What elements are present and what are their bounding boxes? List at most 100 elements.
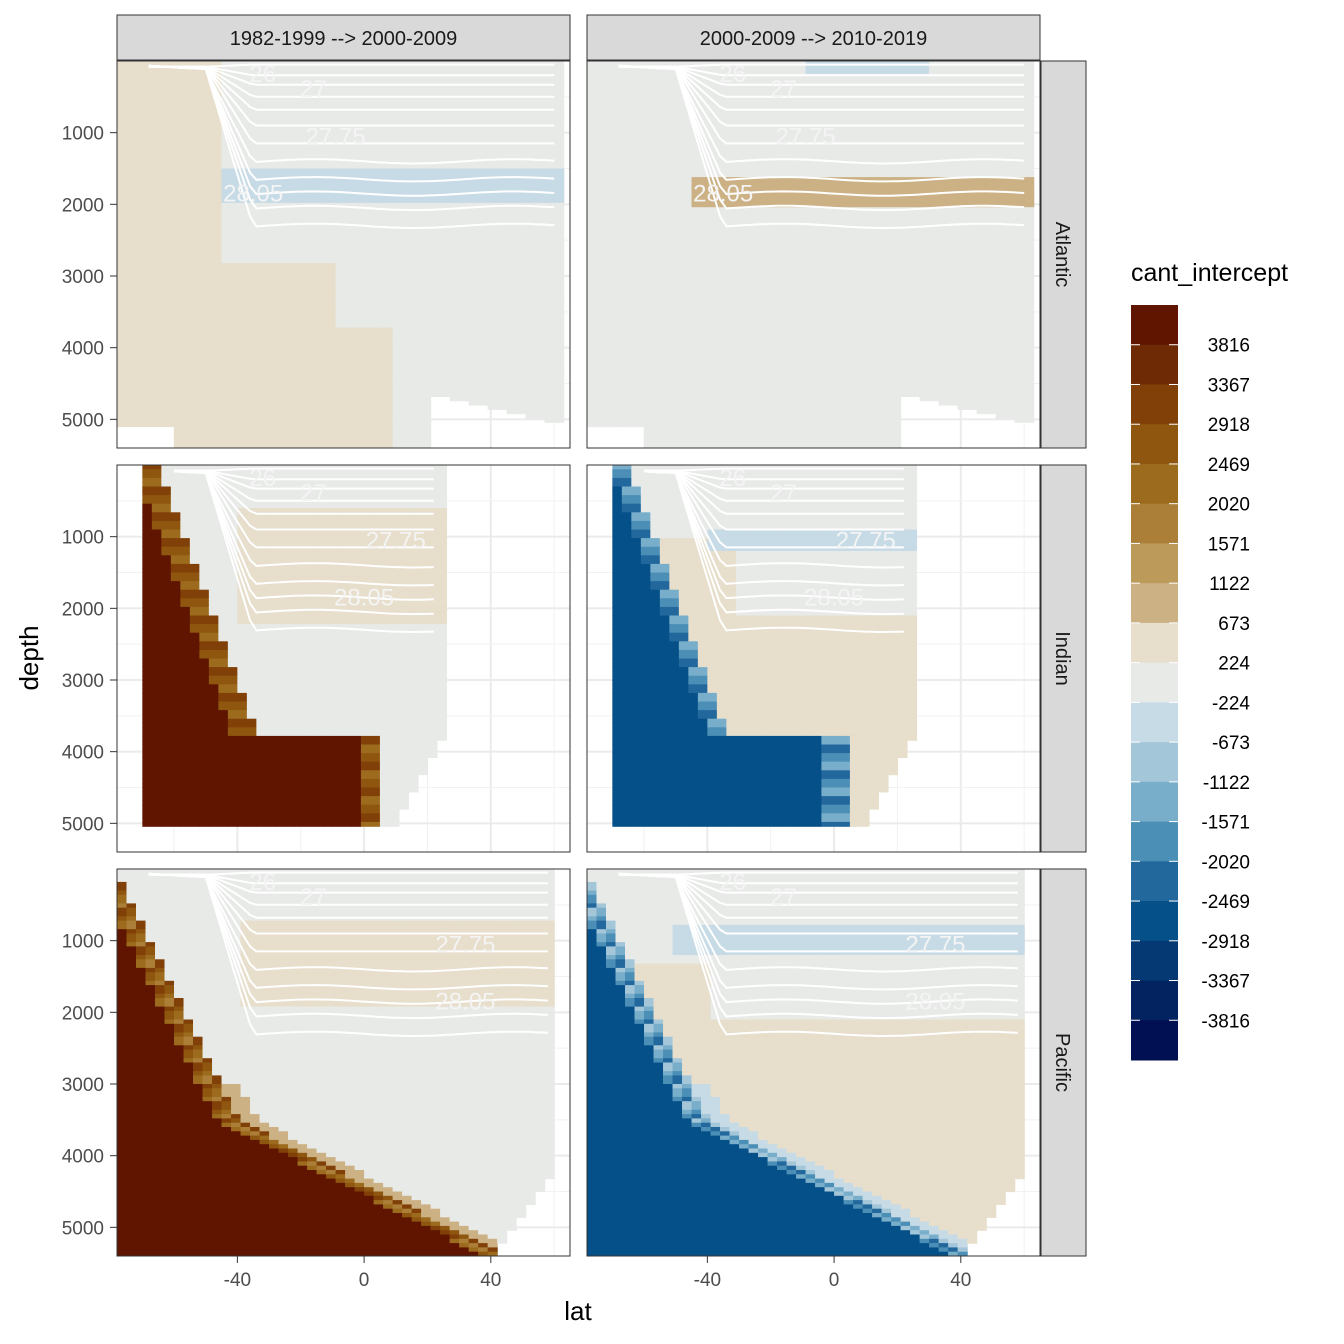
section-cell — [440, 99, 451, 105]
section-cell — [478, 116, 489, 122]
section-cell — [672, 370, 683, 376]
section-cell — [354, 370, 365, 376]
section-cell — [516, 129, 527, 135]
section-cell — [259, 276, 270, 281]
isopycnal-line — [148, 64, 555, 229]
section-cell — [240, 396, 251, 402]
section-cell — [202, 164, 213, 170]
section-cell — [126, 185, 137, 191]
section-cell — [269, 138, 280, 144]
section-cell — [525, 164, 536, 170]
section-cell — [554, 314, 565, 320]
section-cell — [240, 405, 251, 410]
section-cell — [259, 190, 270, 195]
section-cell — [307, 112, 318, 118]
section-cell — [430, 95, 441, 101]
section-cell — [459, 159, 470, 165]
section-cell — [606, 155, 617, 161]
section-cell — [544, 142, 555, 148]
section-cell — [326, 151, 337, 157]
section-cell — [478, 374, 489, 380]
section-cell — [364, 435, 375, 440]
section-cell — [487, 276, 498, 281]
section-cell — [326, 220, 337, 225]
section-cell — [478, 353, 489, 359]
section-cell — [250, 215, 261, 221]
section-cell — [221, 250, 232, 256]
section-cell — [487, 108, 498, 114]
section-cell — [653, 284, 664, 290]
section-cell — [516, 198, 527, 204]
section-cell — [606, 121, 617, 127]
section-cell — [430, 310, 441, 316]
section-cell — [449, 78, 460, 84]
section-cell — [544, 108, 555, 114]
section-cell — [402, 172, 413, 178]
section-cell — [145, 95, 156, 101]
section-cell — [663, 357, 674, 363]
section-cell — [145, 396, 156, 402]
section-cell — [468, 181, 479, 187]
section-cell — [663, 293, 674, 299]
section-cell — [625, 409, 636, 415]
section-cell — [596, 228, 607, 234]
section-cell — [212, 327, 223, 333]
section-cell — [506, 215, 517, 221]
section-cell — [634, 121, 645, 127]
section-cell — [269, 276, 280, 281]
section-cell — [345, 405, 356, 410]
section-cell — [126, 78, 137, 84]
section-cell — [231, 370, 242, 376]
section-cell — [250, 108, 261, 114]
section-cell — [535, 138, 546, 144]
section-cell — [653, 86, 664, 92]
section-cell — [288, 258, 299, 264]
section-cell — [478, 129, 489, 135]
section-cell — [126, 177, 137, 182]
section-cell — [459, 194, 470, 200]
section-cell — [411, 190, 422, 195]
section-cell — [653, 215, 664, 221]
section-cell — [449, 185, 460, 191]
section-cell — [411, 245, 422, 251]
section-cell — [411, 211, 422, 217]
section-cell — [554, 185, 565, 191]
section-cell — [421, 220, 432, 225]
section-cell — [634, 168, 645, 174]
section-cell — [625, 245, 636, 251]
section-cell — [316, 336, 327, 342]
section-cell — [402, 181, 413, 187]
section-cell — [478, 280, 489, 286]
section-cell — [164, 224, 175, 230]
section-cell — [615, 323, 626, 329]
section-cell — [373, 349, 384, 354]
section-cell — [354, 426, 365, 432]
section-cell — [202, 366, 213, 372]
section-cell — [155, 65, 166, 71]
section-cell — [250, 125, 261, 131]
section-cell — [364, 297, 375, 303]
section-cell — [440, 267, 451, 273]
section-cell — [345, 121, 356, 127]
section-cell — [231, 263, 242, 268]
section-cell — [544, 138, 555, 144]
section-cell — [615, 177, 626, 182]
section-cell — [634, 314, 645, 320]
section-cell — [212, 164, 223, 170]
section-cell — [164, 237, 175, 243]
section-cell — [335, 366, 346, 372]
section-cell — [625, 159, 636, 165]
section-cell — [307, 387, 318, 393]
section-cell — [615, 310, 626, 316]
section-cell — [307, 190, 318, 195]
section-cell — [587, 190, 598, 195]
section-cell — [615, 331, 626, 337]
section-cell — [587, 78, 598, 84]
section-cell — [174, 310, 185, 316]
section-cell — [373, 73, 384, 79]
section-cell — [297, 164, 308, 170]
section-cell — [459, 108, 470, 114]
section-cell — [544, 164, 555, 170]
section-cell — [672, 99, 683, 105]
section-cell — [202, 310, 213, 316]
